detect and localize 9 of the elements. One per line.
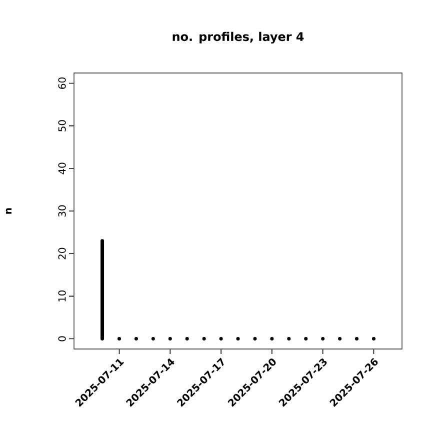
y-tick-label: 60	[58, 78, 66, 89]
y-tick-label: 30	[58, 205, 66, 217]
y-tick-label: 40	[58, 162, 66, 174]
y-tick-label: 20	[58, 248, 66, 260]
y-axis-title: n	[6, 208, 12, 214]
y-tick-label: 50	[58, 120, 66, 132]
chart-title: no. profiles, layer 4	[172, 32, 304, 44]
y-tick-label: 10	[58, 290, 66, 302]
y-tick-label: 0	[58, 336, 66, 342]
